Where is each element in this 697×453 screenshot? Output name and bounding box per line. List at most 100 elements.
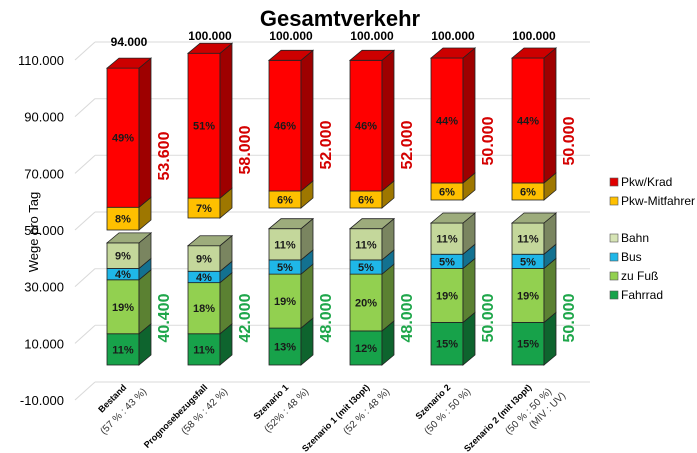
bar-segment-pkw-mitfahrer-label: 6% xyxy=(277,194,293,206)
bar-segment-bus: 5% xyxy=(511,243,557,270)
miv-total-label: 52.000 xyxy=(399,120,416,169)
total-label: 100.000 xyxy=(188,29,232,43)
bar-segment-pkw-krad: 46% xyxy=(349,49,395,192)
category-label: Szenario 2 (mit I3opt)(50 % : 50 %)(MIV … xyxy=(462,382,568,453)
uv-total-label: 48.000 xyxy=(318,293,335,342)
bar-segment-pkw-krad: 49% xyxy=(106,57,152,209)
legend-label: Pkw-Mitfahrer xyxy=(621,194,695,208)
bar-segment-zu-fu-: 19% xyxy=(106,268,152,335)
category-label: Szenario 2(50 % : 50 %) xyxy=(414,382,474,437)
bar-segment-pkw-krad-side xyxy=(381,49,395,192)
bar-segment-bus: 5% xyxy=(349,249,395,275)
gridline-depth xyxy=(74,41,96,61)
bar-segment-fahrrad-front xyxy=(349,330,383,366)
bar-segment-pkw-krad: 46% xyxy=(268,49,314,192)
bar-segment-bus-label: 5% xyxy=(358,262,374,274)
bar-segment-pkw-krad-front xyxy=(268,59,302,192)
bar-segment-zu-fu--side xyxy=(219,271,233,335)
bar-segment-pkw-krad-label: 49% xyxy=(112,133,134,145)
bar-segment-zu-fu--label: 19% xyxy=(274,296,296,308)
bar-segment-pkw-krad-label: 44% xyxy=(517,115,539,127)
bar-segment-zu-fu--side xyxy=(462,257,476,324)
bar-segment-fahrrad-label: 12% xyxy=(355,343,377,355)
miv-total-label: 53.600 xyxy=(156,131,173,180)
bar-segment-bahn-front xyxy=(106,242,140,269)
bar-segment-bus-label: 4% xyxy=(196,272,212,284)
bar-top-uv xyxy=(186,235,234,247)
legend-swatch xyxy=(609,271,619,281)
bar-segment-fahrrad-label: 15% xyxy=(517,339,539,351)
legend-label: Bus xyxy=(621,250,642,264)
legend-label: Pkw/Krad xyxy=(621,175,672,189)
bar-segment-fahrrad-front xyxy=(430,321,464,366)
bar-segment-fahrrad-front xyxy=(511,321,545,366)
uv-total-label: 50.000 xyxy=(480,293,497,342)
bar-segment-fahrrad-label: 11% xyxy=(112,344,134,356)
bar-segment-bahn: 11% xyxy=(430,212,476,256)
bar-segment-bus: 5% xyxy=(268,249,314,275)
bar-segment-pkw-krad-side xyxy=(138,57,152,209)
bar-top-miv xyxy=(267,49,315,61)
bar-segment-pkw-krad-side xyxy=(462,47,476,184)
bar-segment-pkw-mitfahrer-label: 6% xyxy=(439,186,455,198)
bar-top-miv xyxy=(105,57,153,69)
bar-segment-fahrrad-label: 13% xyxy=(274,342,296,354)
bar-stack: 8% 49% 94.000 11% 19% 4% 9% 53.600 40.400 xyxy=(105,35,173,366)
legend-item: Pkw/Krad xyxy=(609,175,672,189)
bar-top-miv xyxy=(348,49,396,61)
bar-segment-bahn-front xyxy=(349,228,383,261)
legend-label: Bahn xyxy=(621,231,649,245)
legend-swatch xyxy=(609,196,619,206)
y-axis-ticks: 110.000 90.000 70.000 50.000 30.000 10.000 -10… xyxy=(18,53,64,408)
category-sub: (52% : 48 %) xyxy=(262,386,311,435)
uv-total-label: 48.000 xyxy=(399,293,416,342)
bar-segment-zu-fu-: 20% xyxy=(349,263,395,332)
bar-segment-fahrrad-front xyxy=(268,327,302,366)
bar-segment-zu-fu--side xyxy=(543,257,557,324)
bar-segment-bahn-label: 11% xyxy=(274,239,296,251)
y-tick-label: 110.000 xyxy=(18,53,64,68)
bar-segment-zu-fu--label: 19% xyxy=(436,290,458,302)
bar-segment-bahn: 11% xyxy=(349,217,395,261)
category-label: Szenario 1(52% : 48 %) xyxy=(252,382,312,435)
bar-segment-pkw-krad-side xyxy=(300,49,314,192)
category-label: Szenario 1 (mit I3opt)(52 % : 48 %) xyxy=(300,382,392,453)
gridline-depth xyxy=(74,154,96,174)
bar-segment-bahn-label: 11% xyxy=(517,234,539,246)
bar-segment-fahrrad-label: 15% xyxy=(436,339,458,351)
bar-segment-bus-label: 4% xyxy=(115,269,131,281)
bar-segment-pkw-krad-front xyxy=(511,57,545,184)
bar-segment-pkw-mitfahrer: 7% xyxy=(187,187,233,219)
bar-stack: 6% 44% 100.000 15% 19% 5% 11% 50.000 50.000 xyxy=(510,29,578,366)
bar-segment-zu-fu--side xyxy=(138,268,152,335)
bar-segment-zu-fu--side xyxy=(300,263,314,329)
bar-segment-fahrrad-front xyxy=(106,333,140,366)
bar-segment-pkw-mitfahrer: 6% xyxy=(349,180,395,209)
uv-total-label: 50.000 xyxy=(561,293,578,342)
legend-item: Bahn xyxy=(609,231,649,245)
bar-segment-bahn-label: 9% xyxy=(115,251,131,263)
bar-segment-pkw-krad-label: 46% xyxy=(274,121,296,133)
y-tick-label: 10.000 xyxy=(24,336,64,351)
bar-segment-bahn: 11% xyxy=(511,212,557,256)
bar-segment-pkw-krad-side xyxy=(543,47,557,184)
bar-segment-bahn-label: 11% xyxy=(436,234,458,246)
bar-segment-bahn-front xyxy=(187,245,221,272)
chart-title: Gesamtverkehr xyxy=(260,6,421,31)
gridline-depth xyxy=(74,324,96,344)
bar-segment-pkw-mitfahrer-label: 8% xyxy=(115,214,131,226)
bar-top-uv xyxy=(348,218,396,230)
bar-segment-pkw-mitfahrer: 6% xyxy=(430,172,476,201)
legend-label: Fahrrad xyxy=(621,288,663,302)
bar-stack: 6% 46% 100.000 13% 19% 5% 11% 52.000 48.000 xyxy=(267,29,335,366)
bar-segment-pkw-krad: 44% xyxy=(511,47,557,184)
bar-top-uv xyxy=(429,212,477,224)
bar-segment-fahrrad: 15% xyxy=(430,311,476,366)
miv-total-label: 50.000 xyxy=(480,116,497,165)
legend-item: Pkw-Mitfahrer xyxy=(609,194,695,208)
legend-swatch xyxy=(609,252,619,262)
bar-segment-pkw-krad: 51% xyxy=(187,42,233,199)
miv-total-label: 50.000 xyxy=(561,116,578,165)
bars: 8% 49% 94.000 11% 19% 4% 9% 53.600 40.400 7% 51% 10… xyxy=(105,29,578,366)
bar-top-uv xyxy=(267,218,315,230)
